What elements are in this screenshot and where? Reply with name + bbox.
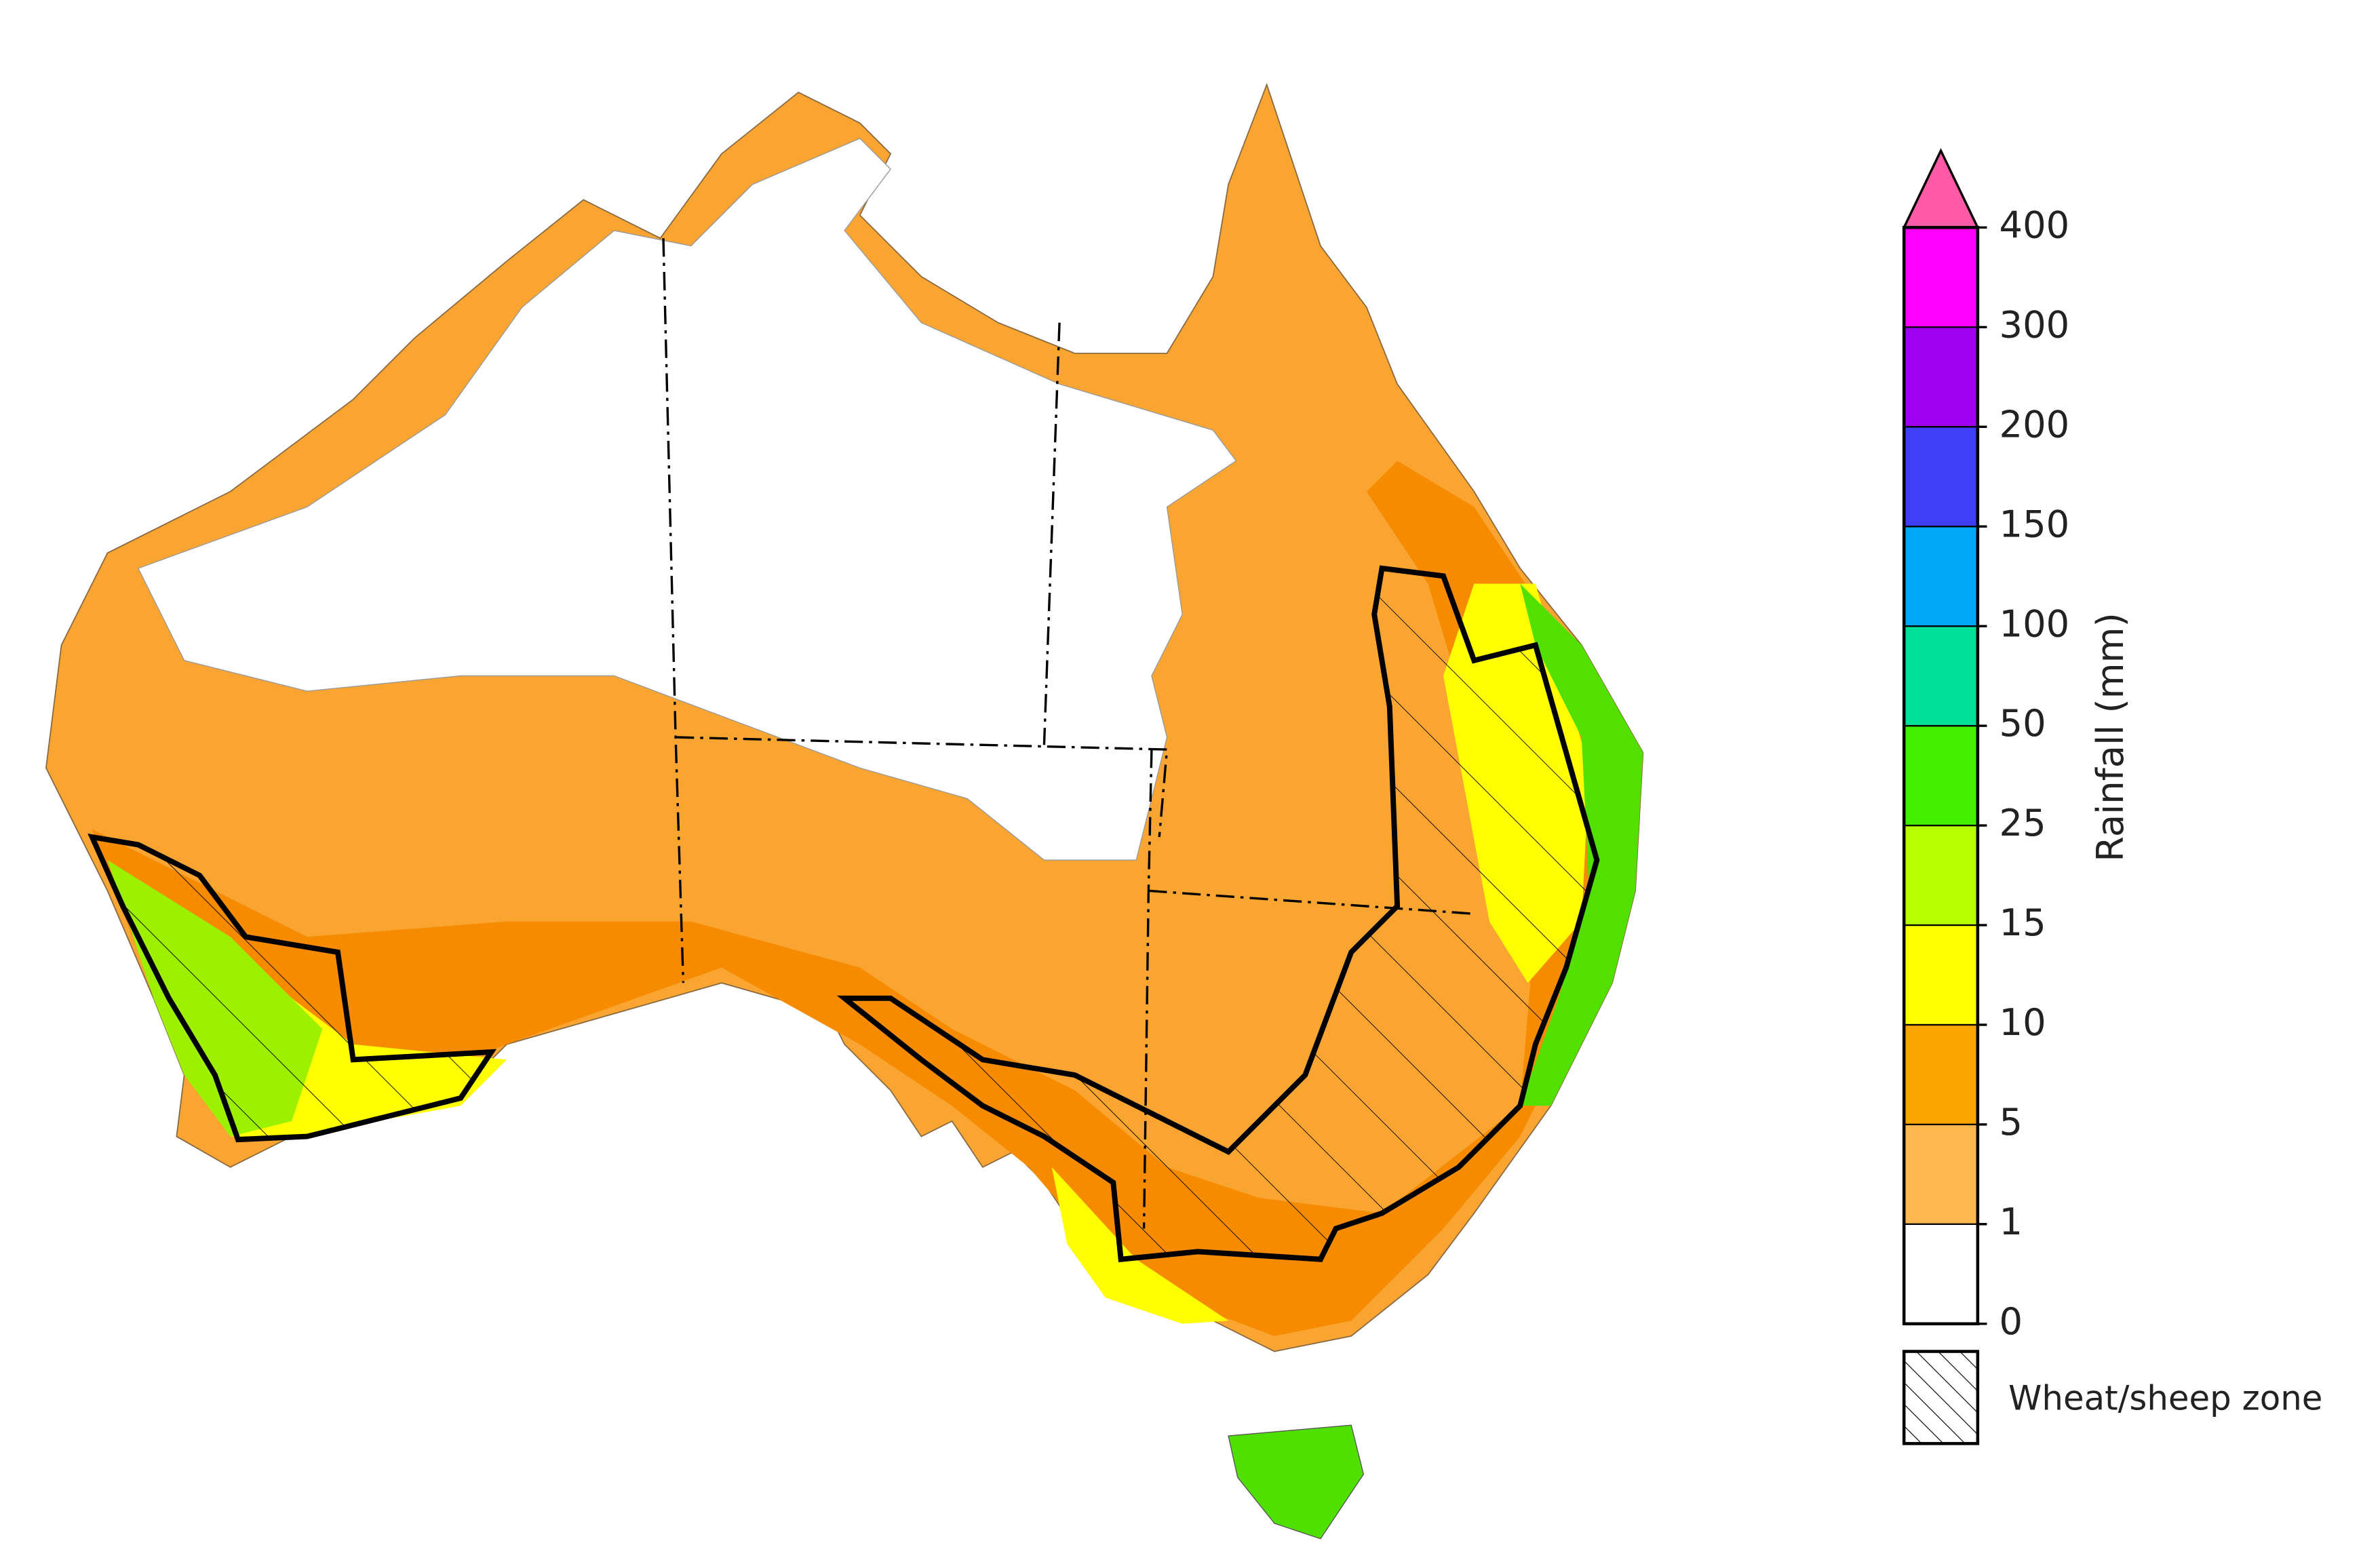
- colorbar-tick-label: 300: [1999, 303, 2070, 346]
- dry-interior: [137, 138, 1237, 861]
- colorbar-segment: [1903, 625, 1978, 727]
- colorbar-tick-label: 15: [1999, 901, 2046, 944]
- wheat-sheep-zone-west: [87, 834, 497, 1143]
- colorbar-frame: [1902, 226, 1980, 1326]
- colorbar-tick-label: 200: [1999, 403, 2070, 446]
- legend-title: Rainfall (mm): [2089, 612, 2132, 861]
- hatch-swatch: [1902, 1350, 1980, 1445]
- colorbar-segment: [1903, 724, 1978, 827]
- colorbar-tick-label: 150: [1999, 503, 2070, 545]
- colorbar-segment: [1903, 426, 1978, 528]
- colorbar-tick-label: 50: [1999, 702, 2046, 745]
- band-vic: [1051, 1167, 1229, 1324]
- colorbar-segment: [1903, 1023, 1978, 1126]
- hatch-label: Wheat/sheep zone: [2008, 1378, 2322, 1418]
- colorbar-tick-label: 25: [1999, 802, 2046, 844]
- colorbar-tick-label: 0: [1999, 1300, 2023, 1343]
- colorbar-over: [1902, 148, 1980, 229]
- band-25-50-east: [1520, 583, 1643, 1106]
- colorbar-tick-label: 1: [1999, 1200, 2023, 1243]
- colorbar-segment: [1903, 1123, 1978, 1225]
- colorbar-tick-label: 400: [1999, 204, 2070, 247]
- wheat-sheep-zone-east: [836, 565, 1600, 1263]
- colorbar-segment: [1903, 326, 1978, 428]
- colorbar-segment: [1903, 824, 1978, 926]
- colorbar-tick-label: 5: [1999, 1101, 2023, 1144]
- tasmania: [1228, 1424, 1365, 1540]
- band-5-10: [92, 461, 1628, 1336]
- colorbar-segment: [1903, 227, 1978, 328]
- colorbar-segment: [1903, 526, 1978, 627]
- colorbar-tick-label: 100: [1999, 602, 2070, 645]
- colorbar-segment: [1903, 1223, 1978, 1325]
- colorbar-tick-label: 10: [1999, 1001, 2046, 1044]
- colorbar-segment: [1903, 924, 1978, 1026]
- map: [45, 83, 1644, 1540]
- state-borders: [662, 238, 1475, 1229]
